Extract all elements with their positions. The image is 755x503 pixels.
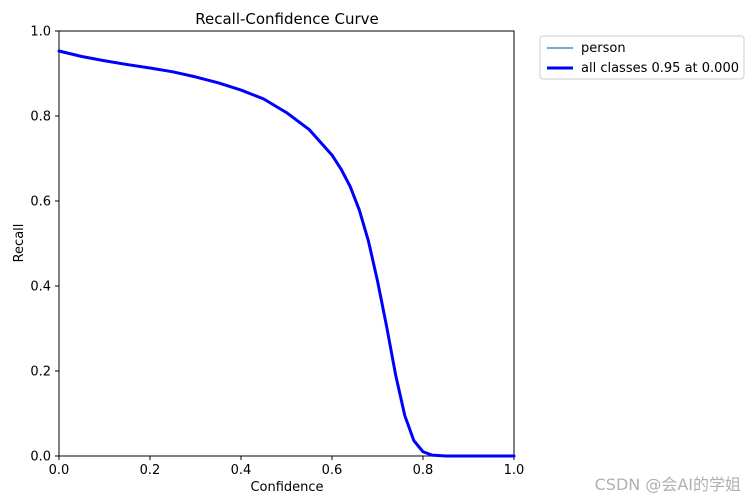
x-tick-label: 0.0 xyxy=(49,463,70,478)
y-tick-label: 1.0 xyxy=(30,25,51,40)
series-line-all-classes xyxy=(57,49,516,458)
legend-entry-person: person xyxy=(581,41,626,56)
legend-entry-all-classes: all classes 0.95 at 0.000 xyxy=(581,61,739,76)
series-layer xyxy=(57,49,516,458)
watermark: CSDN @会AI的学姐 xyxy=(594,475,741,494)
legend: person all classes 0.95 at 0.000 xyxy=(539,35,745,80)
legend-box xyxy=(539,35,745,80)
x-tick-label: 1.0 xyxy=(504,463,525,478)
y-tick-label: 0.6 xyxy=(30,195,51,210)
chart-title: Recall-Confidence Curve xyxy=(195,10,379,28)
x-tick-label: 0.4 xyxy=(231,463,252,478)
x-axis-label: Confidence xyxy=(250,480,323,495)
x-axis: 0.0 0.2 0.4 0.6 0.8 1.0 xyxy=(49,456,525,478)
y-tick-label: 0.0 xyxy=(30,450,51,465)
y-axis: 0.0 0.2 0.4 0.6 0.8 1.0 xyxy=(30,25,59,465)
x-tick-label: 0.6 xyxy=(322,463,343,478)
y-tick-label: 0.4 xyxy=(30,280,51,295)
x-tick-label: 0.2 xyxy=(140,463,161,478)
y-axis-label: Recall xyxy=(12,224,27,263)
x-tick-label: 0.8 xyxy=(413,463,434,478)
y-tick-label: 0.2 xyxy=(30,365,51,380)
plot-frame xyxy=(58,30,515,457)
y-tick-label: 0.8 xyxy=(30,110,51,125)
